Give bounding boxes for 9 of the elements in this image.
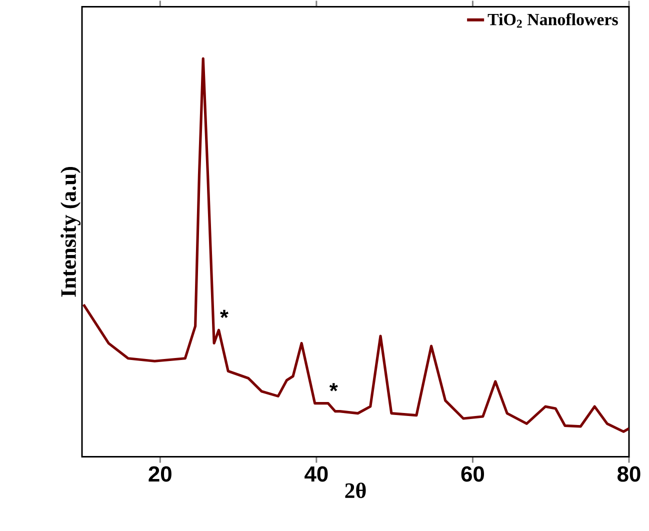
x-tick-label: 40 — [304, 466, 328, 482]
x-axis-title: 2θ — [345, 482, 366, 498]
annotation: * — [329, 383, 338, 392]
x-tick-label: 20 — [148, 466, 172, 482]
legend-label: TiO$_{2}$ Nanoflowers — [488, 13, 618, 28]
x-tick-label: 80 — [618, 466, 640, 482]
x-tick-label: 60 — [461, 466, 484, 482]
y-axis-title: Intensity (a.u) — [60, 167, 80, 297]
annotation: * — [220, 310, 228, 318]
